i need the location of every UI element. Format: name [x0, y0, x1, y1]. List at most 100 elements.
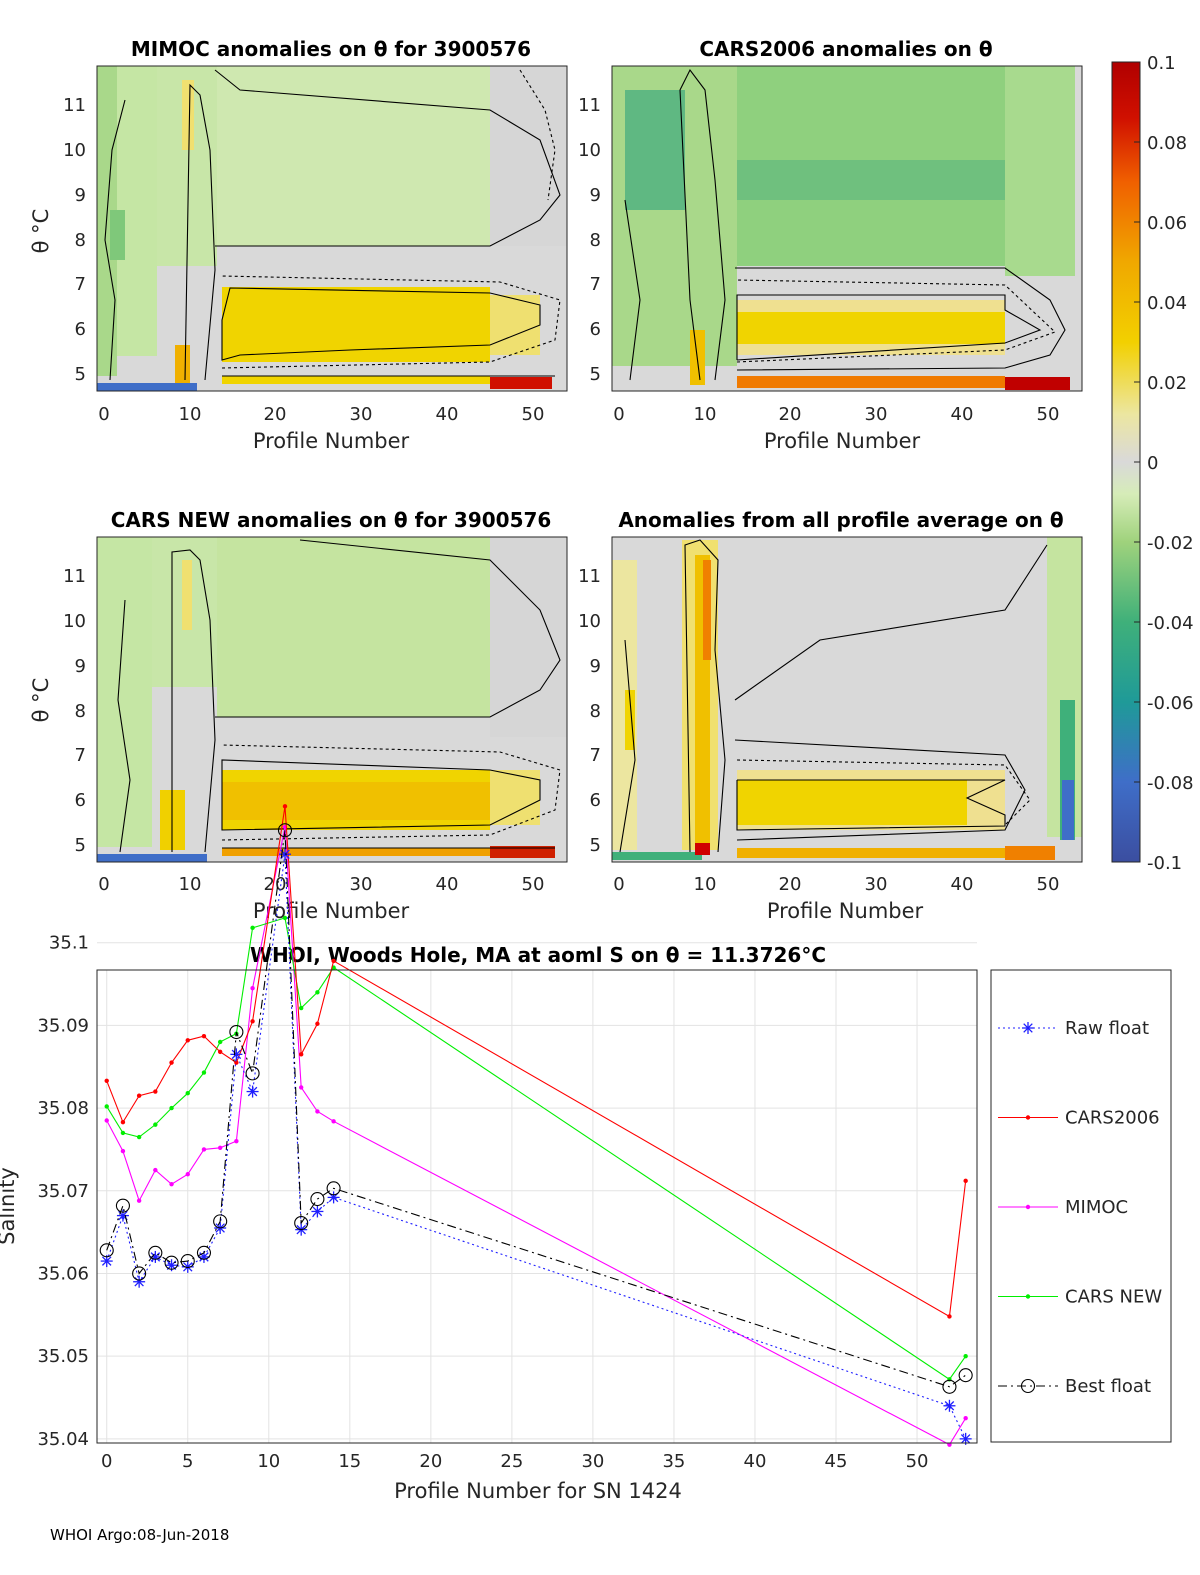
panel-carsnew-title: CARS NEW anomalies on θ for 3900576 [111, 508, 552, 532]
data-point [169, 1060, 174, 1065]
data-point [136, 1093, 142, 1098]
chart-frame [96, 969, 978, 1444]
xtick-label: 40 [951, 404, 974, 425]
ytick-label: 11 [578, 95, 601, 116]
series-cars2006 [104, 804, 968, 1319]
xtick-label: 45 [825, 1451, 848, 1472]
series-line [106, 806, 967, 1318]
data-point [185, 1172, 190, 1177]
series-line [106, 917, 967, 1381]
legend-label: CARS NEW [1065, 1287, 1162, 1308]
xtick-label: 20 [264, 404, 287, 425]
panel-mimoc-title: MIMOC anomalies on θ for 3900576 [131, 37, 531, 61]
ytick-label: 11 [63, 566, 86, 587]
data-point [99, 1243, 114, 1258]
data-point [169, 1181, 174, 1187]
data-point [116, 1209, 129, 1222]
ytick-label: 5 [590, 364, 601, 385]
ytick-label: 6 [590, 319, 601, 340]
xtick-label: 20 [419, 1451, 442, 1472]
chart-grid [97, 942, 977, 1443]
xtick-label: 50 [522, 404, 545, 425]
data-point [282, 804, 288, 809]
xtick-label: 40 [436, 404, 459, 425]
xtick-label: 20 [779, 874, 802, 895]
plot-frame-cars2006 [611, 65, 1083, 392]
data-point [1025, 1115, 1031, 1120]
contours-mimoc [104, 69, 561, 381]
data-point [153, 1122, 158, 1127]
ytick-label: 10 [578, 611, 601, 632]
ytick-label: 35.05 [37, 1346, 89, 1367]
ytick-label: 8 [75, 701, 86, 722]
ytick-label: 9 [590, 656, 601, 677]
xtick-label: 50 [1037, 404, 1060, 425]
ytick-label: 8 [590, 701, 601, 722]
panel-cars2006-title: CARS2006 anomalies on θ [699, 37, 992, 61]
data-point [942, 1379, 957, 1394]
colorbar-tick: 0.08 [1147, 133, 1187, 154]
legend-entry: CARS NEW [998, 1287, 1162, 1308]
xtick-label: 30 [350, 874, 373, 895]
colorbar-tick: -0.06 [1147, 693, 1194, 714]
data-point [115, 1198, 130, 1213]
xtick-label: 35 [662, 1451, 685, 1472]
xticks-mimoc: 0 10 20 30 40 50 [98, 404, 544, 425]
ytick-label: 9 [75, 656, 86, 677]
data-point [958, 1368, 973, 1383]
data-point [331, 958, 336, 964]
xlabel-carsnew: Profile Number [253, 899, 410, 923]
chart-ylabel: Salinity [0, 1167, 19, 1245]
panel-mimoc: MIMOC anomalies on θ for 3900576 [29, 37, 568, 453]
xtick-label: 50 [1037, 874, 1060, 895]
xtick-label: 0 [613, 404, 624, 425]
data-point [153, 1089, 158, 1094]
xtick-label: 20 [779, 404, 802, 425]
ytick-label: 35.06 [37, 1263, 89, 1284]
xtick-label: 15 [338, 1451, 361, 1472]
heatmap-allavg [612, 537, 1082, 862]
data-point [1022, 1022, 1034, 1034]
series-best-float [99, 823, 973, 1394]
data-point [943, 1399, 956, 1412]
series-line [106, 854, 967, 1440]
data-point [311, 1205, 324, 1218]
xtick-label: 30 [350, 404, 373, 425]
chart-title: WHOI, Woods Hole, MA at aoml S on θ = 11… [250, 943, 826, 967]
xtick-label: 50 [906, 1451, 929, 1472]
ytick-label: 8 [590, 230, 601, 251]
xtick-label: 0 [101, 1451, 112, 1472]
data-point [217, 1039, 223, 1045]
ytick-label: 35.04 [37, 1429, 89, 1450]
colorbar-tick: 0.02 [1147, 373, 1187, 394]
colorbar-tick: 0.06 [1147, 213, 1187, 234]
data-point [120, 1130, 126, 1136]
data-point [234, 1060, 239, 1065]
yticks-cars2006: 5 6 7 8 9 10 11 [578, 95, 601, 385]
legend-entry: Raw float [998, 1018, 1149, 1039]
data-point [310, 1192, 325, 1207]
ytick-label: 35.09 [37, 1015, 89, 1036]
ytick-label: 7 [75, 745, 86, 766]
contours-cars2006 [624, 68, 1066, 381]
data-point [963, 1353, 968, 1359]
data-point [196, 1245, 212, 1260]
xtick-label: 40 [744, 1451, 767, 1472]
legend-entry: MIMOC [998, 1197, 1128, 1218]
heatmap-mimoc [97, 66, 567, 391]
data-point [169, 1105, 174, 1111]
data-point [278, 848, 291, 861]
panel-cars2006: CARS2006 anomalies on θ 5 6 7 8 [578, 37, 1083, 453]
ytick-label: 6 [75, 790, 86, 811]
legend-entry: CARS2006 [998, 1108, 1160, 1129]
chart-series [99, 804, 973, 1447]
data-point [250, 1019, 255, 1024]
data-point [947, 1314, 952, 1319]
yticks-carsnew: 5 6 7 8 9 10 11 [63, 566, 86, 856]
ytick-label: 35.07 [37, 1181, 89, 1202]
ylabel-carsnew: θ °C [29, 678, 53, 723]
xtick-label: 10 [179, 874, 202, 895]
heatmap-carsnew [97, 537, 567, 862]
xtick-label: 25 [500, 1451, 523, 1472]
data-point [326, 1181, 341, 1196]
